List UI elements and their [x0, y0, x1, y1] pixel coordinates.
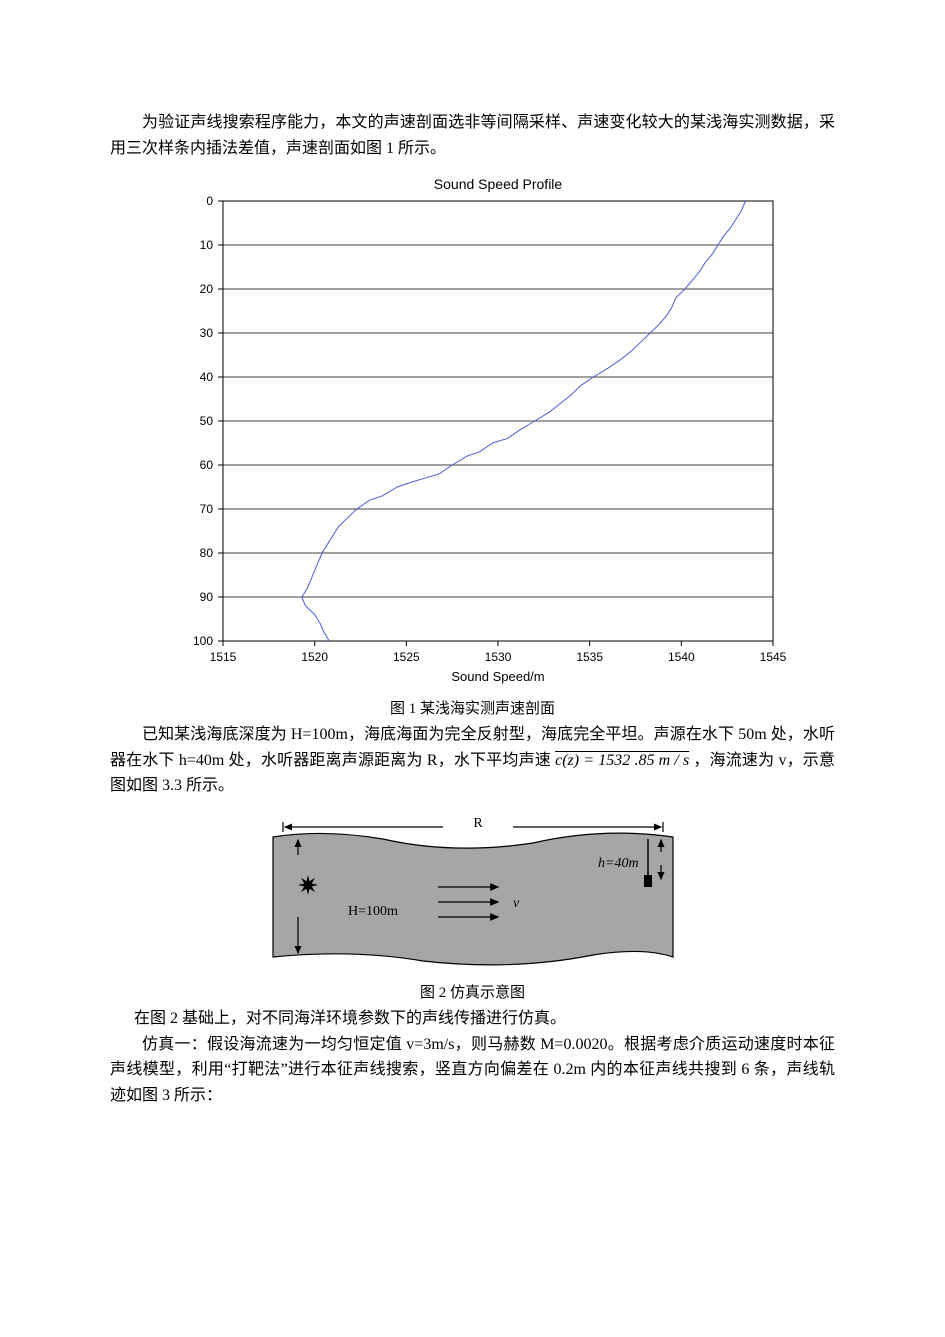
para2-formula: c(z) = 1532 .85 m / s — [555, 752, 689, 769]
svg-text:Sound Speed Profile: Sound Speed Profile — [433, 176, 562, 192]
page-content: 为验证声线搜索程序能力，本文的声速剖面选非等间隔采样、声速变化较大的某浅海实测数… — [0, 0, 945, 1168]
svg-text:40: 40 — [199, 370, 213, 384]
svg-text:v: v — [513, 896, 520, 911]
svg-text:1535: 1535 — [576, 650, 603, 664]
svg-text:80: 80 — [199, 546, 213, 560]
figure-2-caption: 图 2 仿真示意图 — [110, 981, 835, 1002]
simulation-diagram: R H=100m v h=40m — [263, 807, 683, 967]
svg-text:60: 60 — [199, 458, 213, 472]
paragraph-3: 在图 2 基础上，对不同海洋环境参数下的声线传播进行仿真。 — [110, 1006, 835, 1032]
svg-text:10: 10 — [199, 238, 213, 252]
svg-text:70: 70 — [199, 502, 213, 516]
svg-text:Sound Speed/m: Sound Speed/m — [451, 669, 544, 684]
svg-text:1525: 1525 — [392, 650, 419, 664]
svg-text:20: 20 — [199, 282, 213, 296]
svg-text:1540: 1540 — [667, 650, 694, 664]
paragraph-1: 为验证声线搜索程序能力，本文的声速剖面选非等间隔采样、声速变化较大的某浅海实测数… — [110, 110, 835, 161]
svg-text:100: 100 — [192, 634, 212, 648]
svg-text:50: 50 — [199, 414, 213, 428]
svg-text:R: R — [473, 816, 483, 831]
svg-text:90: 90 — [199, 590, 213, 604]
svg-text:30: 30 — [199, 326, 213, 340]
svg-text:h=40m: h=40m — [598, 856, 639, 871]
svg-text:0: 0 — [206, 194, 213, 208]
paragraph-4: 仿真一：假设海流速为一均匀恒定值 v=3m/s，则马赫数 M=0.0020。根据… — [110, 1032, 835, 1109]
diagram-svg: R H=100m v h=40m — [263, 807, 683, 967]
paragraph-2: 已知某浅海底深度为 H=100m，海底海面为完全反射型，海底完全平坦。声源在水下… — [110, 722, 835, 799]
chart-svg: Sound Speed Profile 0 10 20 30 40 50 60 70 80 90 10… — [153, 171, 793, 691]
svg-text:1520: 1520 — [301, 650, 328, 664]
svg-text:1515: 1515 — [209, 650, 236, 664]
svg-text:1545: 1545 — [759, 650, 786, 664]
figure-1-caption: 图 1 某浅海实测声速剖面 — [110, 697, 835, 718]
svg-text:H=100m: H=100m — [348, 904, 398, 919]
svg-text:1530: 1530 — [484, 650, 511, 664]
sound-speed-profile-chart: Sound Speed Profile 0 10 20 30 40 50 60 70 80 90 10… — [153, 171, 793, 691]
